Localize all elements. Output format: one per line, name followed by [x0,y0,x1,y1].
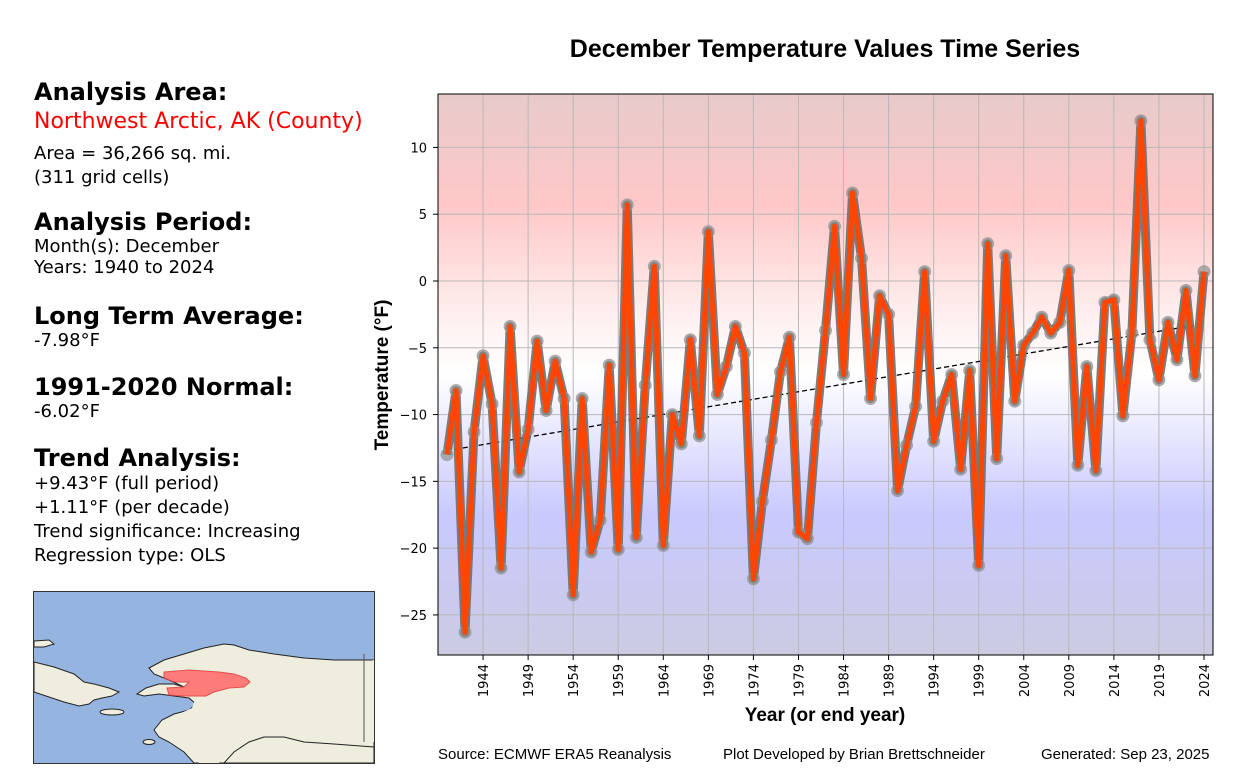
locator-map [33,591,375,764]
generated-date: Generated: Sep 23, 2025 [1041,746,1210,763]
regression-type: Regression type: OLS [34,545,226,566]
x-tick-label: 1999 [973,664,988,697]
x-tick-label: 1984 [838,664,853,697]
y-tick-label: 10 [410,141,427,156]
x-tick-label: 2019 [1153,664,1168,697]
russia-north-sliver [34,639,56,648]
plot-frame [437,93,1214,656]
y-tick-label: 5 [419,208,427,223]
x-tick-label: 1959 [612,664,627,697]
y-tick-label: −20 [400,542,427,557]
lta-heading: Long Term Average: [34,302,304,330]
normal-heading: 1991-2020 Normal: [34,373,294,401]
y-tick-label: 0 [419,275,427,290]
y-axis-label: Temperature (°F) [372,300,393,451]
alaska-bottom-fill [159,660,374,763]
st-lawrence-island [99,708,125,716]
x-tick-label: 1989 [883,664,898,697]
months: Month(s): December [34,236,219,257]
y-tick-label: −25 [400,609,427,624]
grid [438,94,1213,655]
series-line [444,118,1207,635]
info-panel: Analysis Area: Northwest Arctic, AK (Cou… [34,78,414,568]
trend-full: +9.43°F (full period) [34,473,220,494]
x-axis-label: Year (or end year) [745,705,906,726]
area-size: Area = 36,266 sq. mi. [34,143,232,164]
x-tick-label: 2004 [1018,664,1033,697]
data-series [440,114,1211,639]
x-tick-label: 2014 [1108,664,1123,697]
y-tick-label: −10 [400,409,427,424]
years: Years: 1940 to 2024 [34,257,215,278]
x-axis: 1944 1949 1954 1959 1964 1969 1974 1979 1984 1989… [477,655,1213,697]
area-name: Northwest Arctic, AK (County) [34,109,363,134]
highlighted-region [163,669,251,697]
x-tick-label: 1979 [792,664,807,697]
analysis-period-heading: Analysis Period: [34,208,253,236]
lta-value: -7.98°F [34,330,100,351]
trend-decade: +1.11°F (per decade) [34,497,230,518]
y-tick-label: −15 [400,475,427,490]
y-axis: 10 5 0 −5 −10 −15 −20 −25 [400,141,438,624]
russia-landmass [34,661,121,707]
x-tick-label: 1974 [747,664,762,697]
normal-value: -6.02°F [34,401,100,422]
x-tick-label: 2009 [1063,664,1078,697]
source-note: Source: ECMWF ERA5 Reanalysis [438,746,672,763]
x-tick-label: 1964 [657,664,672,697]
grid-cells: (311 grid cells) [34,167,170,188]
developer-note: Plot Developed by Brian Brettschneider [723,746,985,763]
x-tick-label: 1969 [702,664,717,697]
analysis-area-heading: Analysis Area: [34,78,228,106]
nunivak-island [142,739,156,745]
x-tick-label: 2024 [1198,664,1213,697]
trend-heading: Trend Analysis: [34,444,241,472]
y-tick-label: −5 [408,342,427,357]
alaska-map-svg [34,592,374,763]
trend-significance: Trend significance: Increasing [34,521,301,542]
x-tick-label: 1954 [567,664,582,697]
chart-title: December Temperature Values Time Series [570,35,1080,63]
x-tick-label: 1994 [928,664,943,697]
x-tick-label: 1944 [477,664,492,697]
x-tick-label: 1949 [522,664,537,697]
